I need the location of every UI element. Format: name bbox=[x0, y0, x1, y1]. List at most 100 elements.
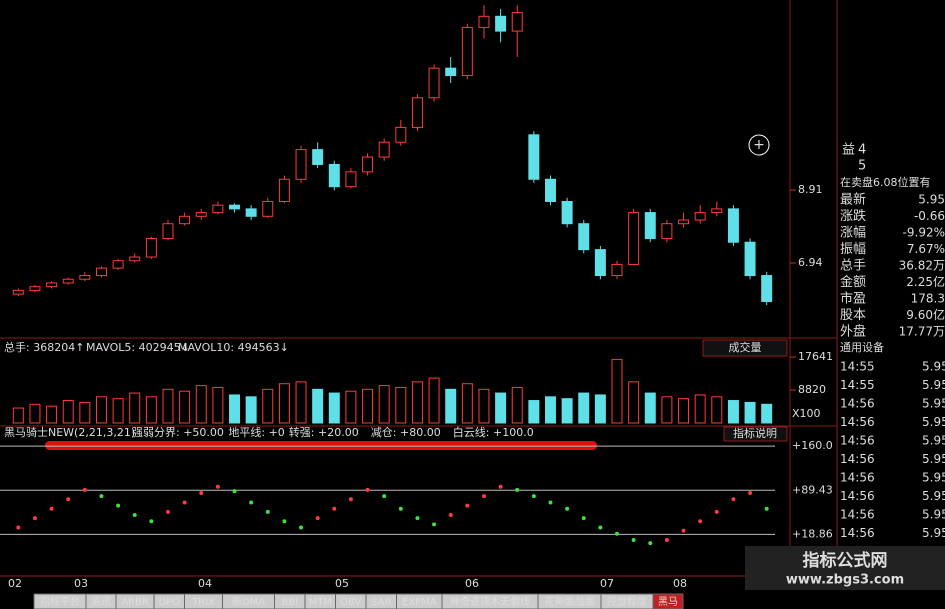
indicator-dot bbox=[398, 506, 403, 511]
volume-bar bbox=[661, 396, 673, 424]
indicator-button[interactable] bbox=[723, 426, 788, 442]
tick-price: 5.95 bbox=[922, 434, 945, 448]
indicator-dot bbox=[82, 487, 87, 492]
tab-label: DPO bbox=[158, 597, 180, 608]
indicator-dot bbox=[315, 516, 320, 521]
candle-body bbox=[179, 215, 191, 225]
indicator-dot bbox=[299, 525, 304, 530]
indicator-dot bbox=[249, 500, 254, 505]
indicator-dot bbox=[548, 500, 553, 505]
tab-label: EXPMA bbox=[402, 597, 437, 608]
volume-bar bbox=[112, 398, 124, 424]
tick-time: 14:56 bbox=[840, 508, 875, 522]
candle-body bbox=[395, 126, 407, 143]
candle-body bbox=[212, 204, 224, 214]
tab[interactable] bbox=[652, 593, 684, 609]
candle-body bbox=[678, 219, 690, 225]
volume-bar bbox=[12, 407, 24, 424]
indicator-button-label: 指标说明 bbox=[733, 426, 777, 440]
indicator-dot bbox=[382, 494, 387, 499]
volume-bar bbox=[328, 392, 340, 424]
zoom-icon[interactable] bbox=[748, 134, 770, 156]
tab-label: SAR bbox=[371, 597, 391, 608]
indicator-dot bbox=[232, 489, 237, 494]
tab-label: TRIX bbox=[191, 597, 215, 608]
candle-body bbox=[661, 223, 673, 240]
tab-label: BBI bbox=[281, 597, 298, 608]
candle-body bbox=[594, 249, 606, 277]
highlight-stripe bbox=[45, 441, 597, 450]
indicator-dot bbox=[132, 512, 137, 517]
tick-price: 5.95 bbox=[922, 360, 945, 374]
tick-price: 5.95 bbox=[922, 397, 945, 411]
indicator-dot bbox=[498, 484, 503, 489]
candle-body bbox=[129, 256, 141, 262]
quote-value: 5.95 bbox=[918, 193, 945, 207]
tab-label: 指标平台 bbox=[40, 595, 80, 608]
volume-bar bbox=[528, 400, 540, 424]
volume-bar bbox=[594, 394, 606, 424]
candle-body bbox=[461, 26, 473, 77]
volume-button[interactable] bbox=[702, 339, 788, 357]
volume-bar bbox=[611, 358, 623, 424]
indicator-dot bbox=[432, 522, 437, 527]
indicator-dot bbox=[16, 525, 21, 530]
volume-bar bbox=[445, 388, 457, 424]
indicator-param: 白云线: +100.0 bbox=[453, 425, 534, 439]
volume-bar bbox=[278, 383, 290, 424]
candle-body bbox=[694, 212, 706, 221]
tick-price: 5.95 bbox=[922, 452, 945, 466]
candle-body bbox=[345, 171, 357, 188]
candle-body bbox=[362, 156, 374, 173]
indicator-dot bbox=[415, 516, 420, 521]
tick-price: 5.95 bbox=[922, 378, 945, 392]
candle-body bbox=[711, 208, 723, 214]
volume-bar bbox=[129, 392, 141, 424]
quote-field: 振幅 bbox=[840, 242, 866, 257]
y-tick-label: 8.91 bbox=[798, 183, 823, 196]
quote-top: 4 bbox=[858, 143, 866, 158]
volume-bar bbox=[378, 385, 390, 424]
candle-body bbox=[727, 208, 739, 243]
candle-body bbox=[312, 149, 324, 165]
volume-bar bbox=[761, 403, 773, 424]
candle-body bbox=[628, 212, 640, 265]
zoom-icon[interactable]: + bbox=[753, 137, 765, 153]
indicator-dot bbox=[714, 509, 719, 514]
candle-body bbox=[761, 275, 773, 302]
tab-label: 资讯 bbox=[91, 596, 111, 608]
indicator-dot bbox=[764, 506, 769, 511]
tick-time: 14:56 bbox=[840, 471, 875, 485]
tick-time: 14:56 bbox=[840, 526, 875, 540]
candle-body bbox=[411, 97, 423, 128]
volume-bar bbox=[195, 385, 207, 424]
quote-value: -9.92% bbox=[903, 226, 945, 240]
x-tick-label: 08 bbox=[673, 577, 687, 590]
volume-unit: X100 bbox=[792, 407, 821, 420]
indicator-dot bbox=[698, 519, 703, 524]
volume-bar bbox=[295, 381, 307, 424]
candle-body bbox=[195, 212, 207, 217]
candle-body bbox=[428, 67, 440, 99]
volume-bar bbox=[644, 392, 656, 424]
candle-body bbox=[145, 238, 157, 258]
candle-body bbox=[445, 67, 457, 77]
quote-field: 总手 bbox=[840, 259, 866, 274]
indicator-dot bbox=[332, 506, 337, 511]
candle-body bbox=[578, 223, 590, 251]
volume-bar bbox=[511, 386, 523, 424]
candle-body bbox=[611, 263, 623, 277]
candle-body bbox=[229, 204, 241, 210]
volume-button-label: 成交量 bbox=[729, 340, 762, 354]
x-tick-label: 04 bbox=[198, 577, 212, 590]
indicator-dot bbox=[615, 531, 620, 536]
volume-bar bbox=[727, 400, 739, 424]
volume-bar bbox=[29, 403, 41, 424]
indicator-dot bbox=[581, 516, 586, 521]
volume-bar bbox=[229, 394, 241, 424]
indicator-dot bbox=[565, 506, 570, 511]
candle-body bbox=[262, 200, 274, 217]
indicator-dot bbox=[66, 497, 71, 502]
